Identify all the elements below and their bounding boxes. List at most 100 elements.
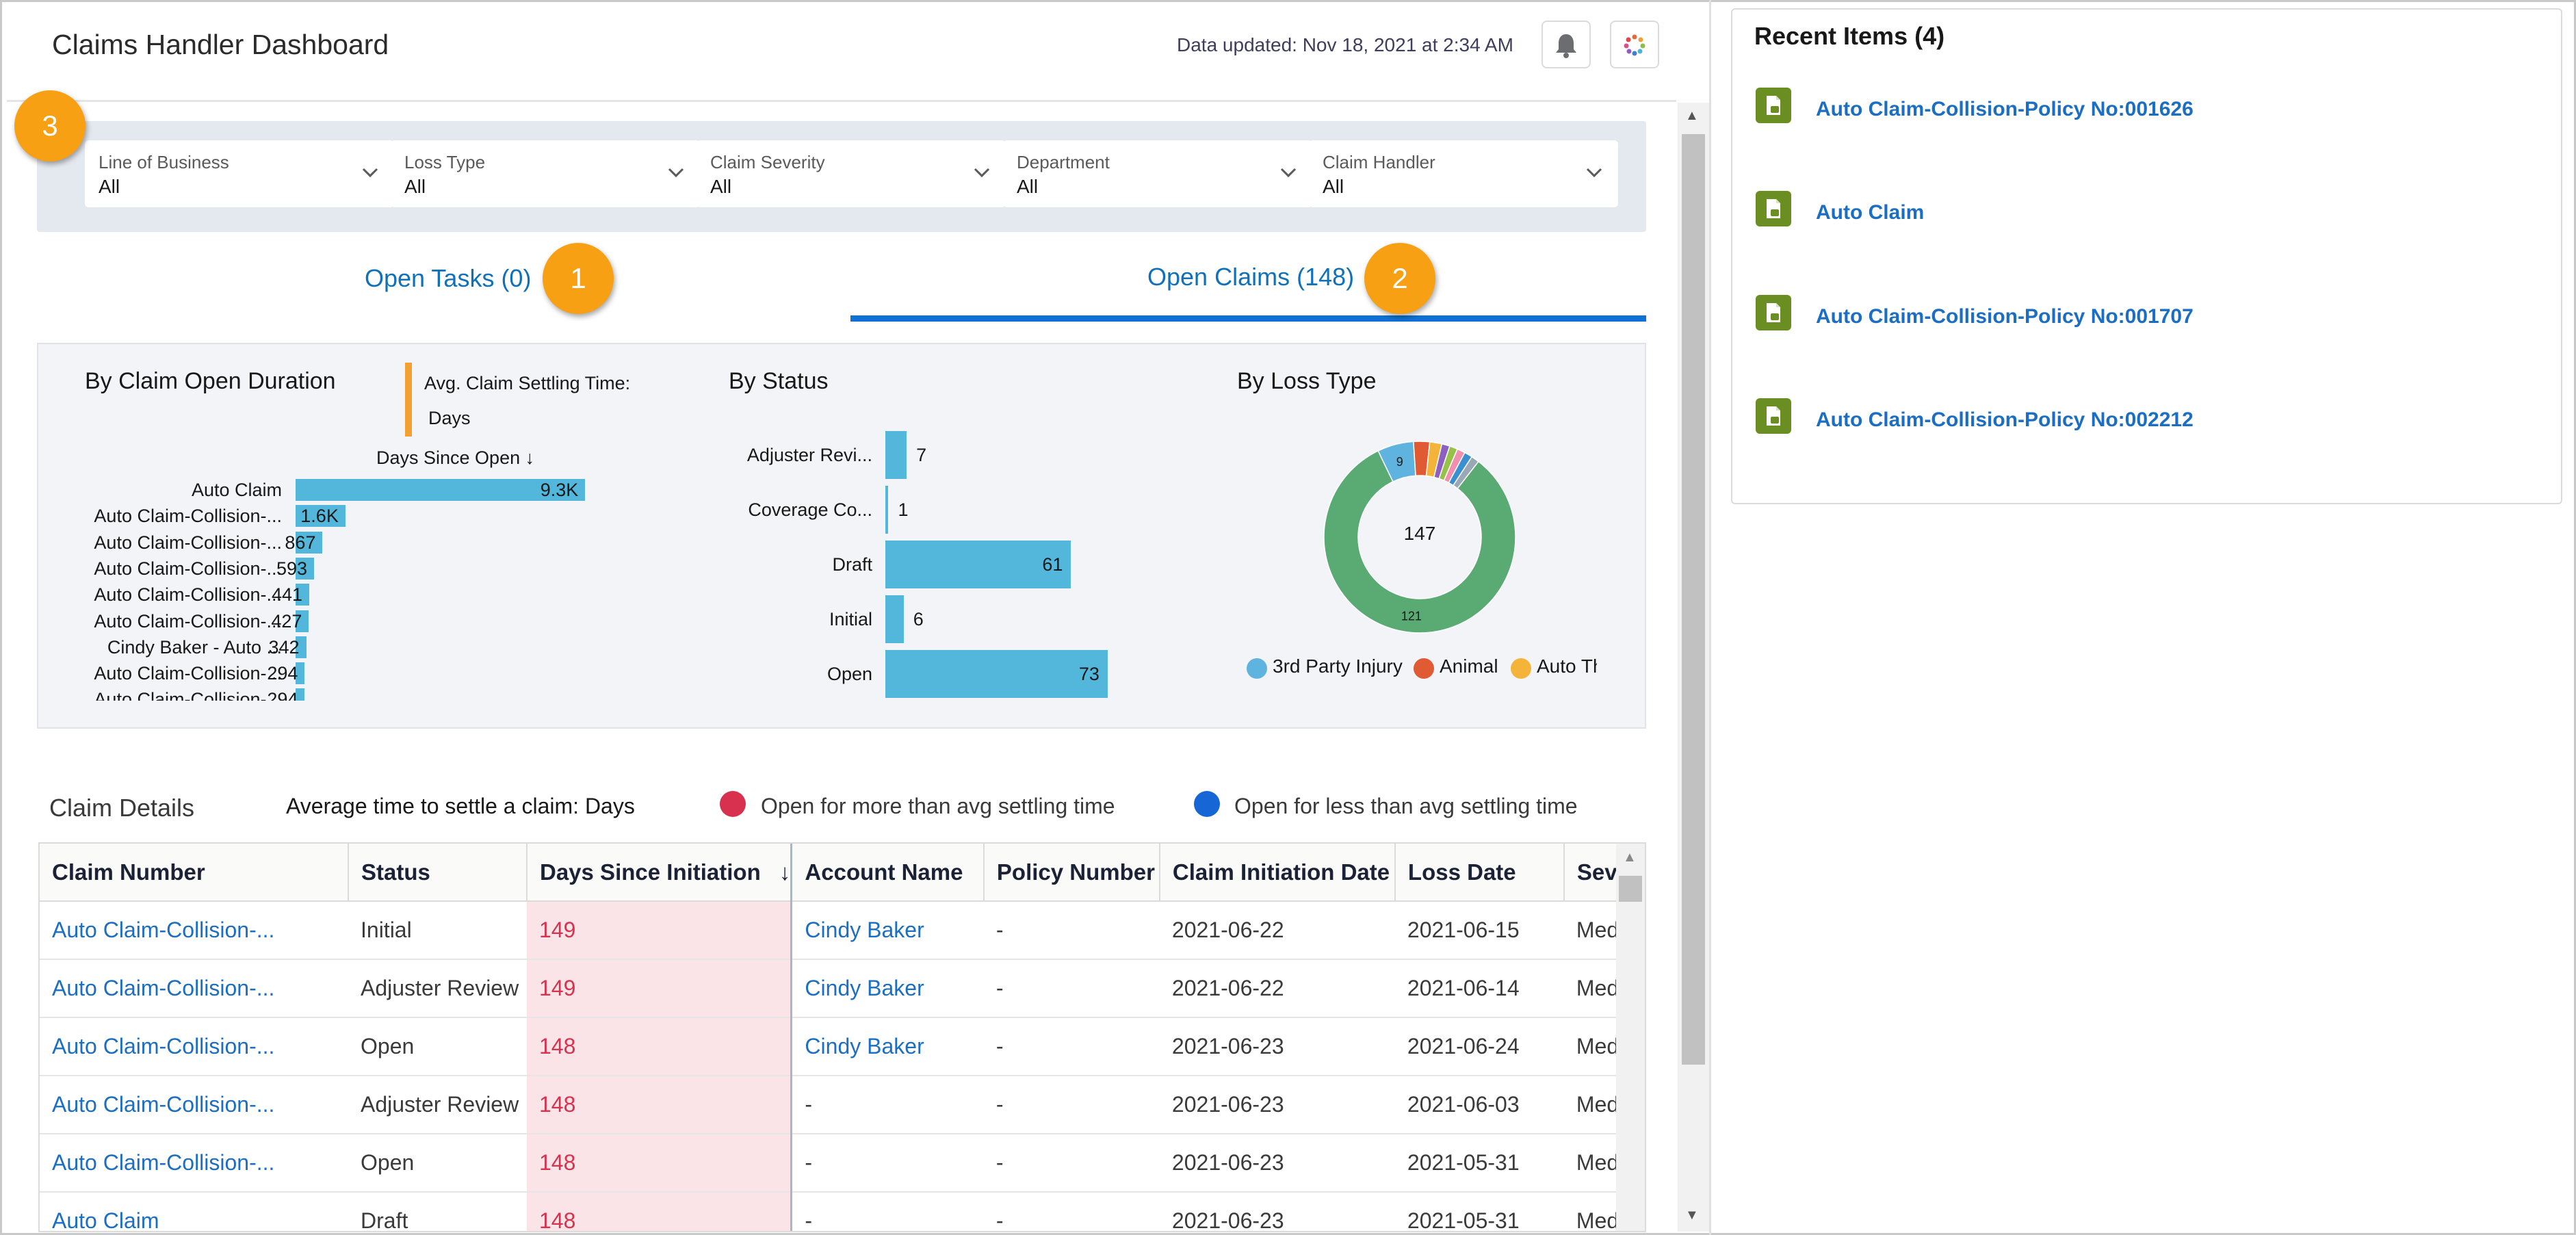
table-row[interactable]: Auto Claim-Collision-... Initial 149 Cindy … (40, 901, 1632, 960)
col-status[interactable]: Status (348, 844, 528, 902)
donut-slice[interactable] (1323, 450, 1516, 634)
chevron-down-icon (974, 168, 990, 178)
table-row[interactable]: Auto Claim-Collision-... Adjuster Review 1… (40, 1076, 1632, 1134)
filter-claim-severity[interactable]: Claim Severity All (697, 140, 1006, 207)
policy-number-cell: - (983, 1017, 1160, 1076)
days-since-initiation-cell: 148 (527, 1192, 793, 1231)
loss-date-cell: 2021-05-31 (1394, 1134, 1564, 1193)
page-scroll-up-icon[interactable]: ▲ (1685, 108, 1699, 123)
app-launcher-icon (1624, 34, 1645, 56)
notifications-button[interactable] (1541, 21, 1591, 68)
claim-number-cell[interactable]: Auto Claim-Collision-... (40, 1134, 348, 1193)
loss-date-cell: 2021-06-15 (1394, 901, 1564, 960)
loss-date-cell: 2021-06-24 (1394, 1017, 1564, 1076)
days-since-initiation-cell: 148 (527, 1076, 793, 1134)
account-name-cell[interactable]: Cindy Baker (791, 901, 984, 960)
scroll-up-icon[interactable]: ▲ (1623, 850, 1637, 865)
claim-number-cell[interactable]: Auto Claim-Collision-... (40, 1017, 348, 1076)
filter-line-of-business[interactable]: Line of Business All (85, 140, 394, 207)
filter-department[interactable]: Department All (1003, 140, 1312, 207)
col-loss-date[interactable]: Loss Date (1394, 844, 1565, 902)
duration-bar[interactable] (296, 479, 586, 501)
filter-claim-handler[interactable]: Claim Handler All (1309, 140, 1618, 207)
recent-item-link[interactable]: Auto Claim-Collision-Policy No:002212 (1816, 408, 2194, 431)
table-row[interactable]: Auto Claim-Collision-... Adjuster Review 1… (40, 959, 1632, 1018)
claim-record-icon (1756, 88, 1791, 123)
app-launcher-button[interactable] (1610, 21, 1659, 68)
col-claim-initiation-date[interactable]: Claim Initiation Date (1159, 844, 1396, 902)
status-bar[interactable] (885, 650, 1108, 698)
filter-label: Claim Severity (710, 152, 825, 172)
table-scrollbar-thumb[interactable] (1619, 876, 1642, 902)
status-cell: Initial (348, 901, 527, 960)
status-chart-title: By Status (729, 368, 829, 394)
status-bar[interactable] (885, 595, 904, 643)
duration-bar[interactable] (296, 584, 310, 606)
step-badge-1: 1 (543, 243, 614, 314)
table-row[interactable]: Auto Claim-Collision-... Open 148- -2021-06… (40, 1134, 1632, 1193)
page-scrollbar-thumb[interactable] (1682, 134, 1705, 1065)
claim-number-cell[interactable]: Auto Claim-Collision-... (40, 959, 348, 1018)
filter-label: Loss Type (404, 152, 486, 172)
claim-number-cell[interactable]: Auto Claim-Collision-... (40, 1076, 348, 1134)
filter-label: Department (1017, 152, 1110, 172)
duration-bar[interactable] (296, 557, 314, 580)
col-account-name[interactable]: Account Name (791, 844, 985, 902)
table-scrollbar[interactable] (1616, 844, 1645, 1231)
recent-item-link[interactable]: Auto Claim (1816, 201, 1925, 224)
duration-bar[interactable] (296, 505, 346, 528)
donut-center-total: 147 (1403, 523, 1436, 544)
loss-type-donut: 9 121 (1323, 441, 1516, 634)
claim-number-cell[interactable]: Auto Claim (40, 1192, 348, 1231)
filter-label: Line of Business (99, 152, 229, 172)
col-days-since-initiation[interactable]: Days Since Initiation ↓ (527, 844, 793, 902)
days-since-initiation-cell: 148 (527, 1017, 793, 1076)
duration-bar[interactable] (296, 636, 307, 658)
recent-item-link[interactable]: Auto Claim-Collision-Policy No:001626 (1816, 98, 2194, 120)
account-name-cell[interactable]: Cindy Baker (791, 1017, 984, 1076)
legend-3rd-party-injury: 3rd Party Injury (1273, 655, 1403, 677)
col-claim-number[interactable]: Claim Number (40, 844, 349, 902)
tab-open-claims[interactable]: Open Claims (148) (1147, 263, 1355, 291)
loss-date-cell: 2021-06-14 (1394, 959, 1564, 1018)
step-badge-2: 2 (1364, 243, 1435, 314)
duration-category-label: Auto Claim-Collision-... (94, 506, 282, 527)
policy-number-cell: - (983, 901, 1160, 960)
duration-bar[interactable] (296, 662, 305, 685)
table-row[interactable]: Auto Claim-Collision-... Open 148 Cindy Bak… (40, 1017, 1632, 1076)
duration-bar-value: 9.3K (540, 480, 579, 500)
sort-arrow-icon[interactable]: ↓ (779, 859, 791, 885)
days-since-initiation-cell: 149 (527, 901, 793, 960)
tab-open-tasks[interactable]: Open Tasks (0) (365, 264, 532, 292)
recent-item-link[interactable]: Auto Claim-Collision-Policy No:001707 (1816, 305, 2194, 328)
filter-loss-type[interactable]: Loss Type All (391, 140, 700, 207)
duration-bar[interactable] (296, 531, 323, 554)
loss-type-chart-title: By Loss Type (1237, 368, 1377, 394)
legend-dot-animal (1414, 658, 1434, 679)
duration-bar-value: 1.6K (300, 506, 339, 527)
donut-slice-label: 9 (1396, 455, 1403, 469)
chevron-down-icon (668, 168, 684, 178)
account-name-cell: - (791, 1076, 984, 1134)
avg-settle-text: Average time to settle a claim: Days (286, 794, 635, 818)
key-dot-over-avg (720, 791, 746, 817)
status-cell: Draft (348, 1192, 527, 1231)
days-since-initiation-cell: 149 (527, 959, 793, 1018)
duration-category-label: Auto Claim-Collision-... (94, 532, 282, 553)
header-divider (7, 100, 1676, 102)
claim-initiation-date-cell: 2021-06-22 (1159, 959, 1395, 1018)
status-bar[interactable] (885, 431, 907, 479)
claim-number-cell[interactable]: Auto Claim-Collision-... (40, 901, 348, 960)
duration-bar[interactable] (296, 610, 309, 632)
col-policy-number[interactable]: Policy Number (983, 844, 1160, 902)
status-bar[interactable] (885, 486, 889, 534)
page-scroll-down-icon[interactable]: ▼ (1685, 1208, 1699, 1223)
duration-bar-value: 441 (272, 584, 303, 606)
filter-value: All (404, 176, 426, 197)
duration-bar-value: 427 (271, 610, 302, 632)
table-row[interactable]: Auto Claim Draft 148- -2021-06-23 2021-05-31… (40, 1192, 1632, 1231)
key-over-avg: Open for more than avg settling time (761, 794, 1115, 818)
account-name-cell[interactable]: Cindy Baker (791, 959, 984, 1018)
status-bar[interactable] (885, 541, 1071, 588)
status-cell: Open (348, 1017, 527, 1076)
